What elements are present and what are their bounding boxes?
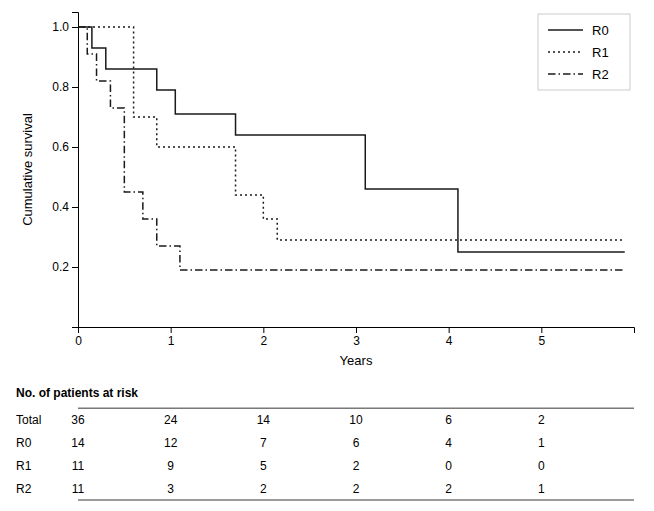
table-value: 5 xyxy=(260,459,267,473)
tick-mark xyxy=(72,207,78,208)
table-row-label: R1 xyxy=(16,459,32,473)
table-value: 1 xyxy=(538,482,545,496)
tick-mark xyxy=(72,147,78,148)
x-axis-title: Years xyxy=(340,353,373,368)
tick: 1 xyxy=(168,327,175,348)
tick-label: 0.6 xyxy=(52,140,69,154)
tick-label: 0.8 xyxy=(52,80,69,94)
tick-label: 5 xyxy=(538,334,545,348)
table-value: 2 xyxy=(353,482,360,496)
tick-mark xyxy=(356,327,357,333)
legend-label: R2 xyxy=(592,67,609,82)
table-value: 2 xyxy=(260,482,267,496)
table-value: 3 xyxy=(167,482,174,496)
table-value: 0 xyxy=(445,459,452,473)
tick: 2 xyxy=(260,327,267,348)
risk-table: No. of patients at riskTotal3624141062R0… xyxy=(16,386,634,500)
tick-label: 0 xyxy=(75,334,82,348)
table-row-label: R0 xyxy=(16,436,32,450)
y-axis-line xyxy=(72,13,79,328)
tick-label: 0.4 xyxy=(52,200,69,214)
legend-swatch xyxy=(548,29,583,31)
tick-mark xyxy=(171,327,172,333)
tick: 0.2 xyxy=(52,260,78,274)
table-value: 24 xyxy=(164,413,178,427)
tick: 4 xyxy=(446,327,453,348)
table-rule xyxy=(78,500,634,501)
tick: 0.4 xyxy=(52,200,78,214)
table-value: 12 xyxy=(164,436,178,450)
table-value: 1 xyxy=(538,436,545,450)
table-value: 14 xyxy=(257,413,271,427)
tick: 0.6 xyxy=(52,140,78,154)
table-value: 2 xyxy=(353,459,360,473)
tick: 5 xyxy=(538,327,545,348)
legend-box xyxy=(538,14,630,90)
table-row-label: Total xyxy=(16,413,41,427)
y-axis-title: Cumulative survival xyxy=(20,113,35,226)
table-value: 10 xyxy=(349,413,363,427)
chart: 0123450.20.40.60.81.0YearsCumulative sur… xyxy=(0,0,654,511)
tick: 0.8 xyxy=(52,80,78,94)
tick-mark xyxy=(72,87,78,88)
tick: 0 xyxy=(75,327,82,348)
tick-label: 1.0 xyxy=(52,20,69,34)
tick-label: 3 xyxy=(353,334,360,348)
table-value: 11 xyxy=(72,482,85,496)
tick-mark xyxy=(263,327,264,333)
x-axis-line xyxy=(79,328,635,334)
tick-mark xyxy=(72,27,78,28)
legend-label: R1 xyxy=(592,45,609,60)
tick-label: 1 xyxy=(168,334,175,348)
tick: 3 xyxy=(353,327,360,348)
tick: 1.0 xyxy=(52,20,78,34)
tick-mark xyxy=(541,327,542,333)
table-rule xyxy=(78,408,634,409)
table-value: 2 xyxy=(445,482,452,496)
legend: R0 R1 R2 xyxy=(538,14,630,90)
legend-swatch xyxy=(548,51,583,53)
table-value: 36 xyxy=(71,413,85,427)
y-axis: 0.2 0.4 0.6 0.8 1.0 xyxy=(52,13,78,328)
tick-mark xyxy=(72,267,78,268)
table-header: No. of patients at risk xyxy=(16,386,138,400)
x-axis: 0 1 2 3 4 5 xyxy=(75,327,634,348)
table-value: 14 xyxy=(71,436,85,450)
table-row-label: R2 xyxy=(16,482,32,496)
plot: 0 1 2 3 4 5 0.2 0.4 0.6 0.8 1.0 xyxy=(52,13,634,348)
table-value: 6 xyxy=(445,413,452,427)
tick-label: 0.2 xyxy=(52,260,69,274)
table-value: 2 xyxy=(538,413,545,427)
table-value: 7 xyxy=(260,436,267,450)
table-value: 4 xyxy=(445,436,452,450)
legend-label: R0 xyxy=(592,23,609,38)
table-value: 9 xyxy=(167,459,174,473)
tick-mark xyxy=(449,327,450,333)
legend-swatch xyxy=(548,73,583,75)
table-value: 11 xyxy=(72,459,85,473)
tick-label: 4 xyxy=(446,334,453,348)
tick-label: 2 xyxy=(260,334,267,348)
table-value: 6 xyxy=(353,436,360,450)
table-value: 0 xyxy=(538,459,545,473)
